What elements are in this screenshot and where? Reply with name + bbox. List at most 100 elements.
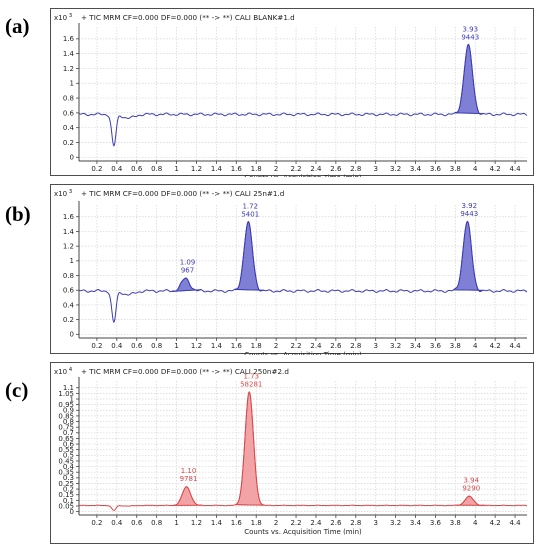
y-tick-label: 0.55 [58, 446, 74, 454]
y-tick-label: 0.05 [58, 502, 74, 510]
x-tick-label: 1.2 [191, 519, 202, 527]
y-tick-label: 1.2 [63, 65, 74, 73]
x-tick-label: 1.6 [231, 342, 243, 350]
x-tick-label: 1.4 [211, 342, 223, 350]
integrated-peak [235, 391, 265, 506]
x-tick-label: 0.6 [131, 519, 143, 527]
x-tick-label: 3 [373, 519, 377, 527]
x-tick-label: 4.4 [509, 519, 521, 527]
y-tick-label: 0.4 [63, 124, 75, 132]
x-tick-label: 1 [174, 342, 178, 350]
x-tick-label: 3 [373, 342, 377, 350]
y-tick-label: 0 [70, 331, 74, 339]
y-tick-label: 1.2 [63, 243, 74, 251]
x-tick-label: 3.4 [410, 165, 422, 173]
peak-rt-label: 3.94 [463, 476, 479, 484]
chromatogram-panel-a: + TIC MRM CF=0.000 DF=0.000 (** -> **) C… [50, 8, 534, 177]
x-tick-label: 1.4 [211, 165, 223, 173]
y-tick-label: 1.6 [63, 213, 75, 221]
y-tick-label: 0.6 [63, 109, 75, 117]
x-axis-label: Counts vs. Acquisition Time (min) [244, 174, 362, 177]
y-tick-label: 1.6 [63, 35, 75, 43]
x-tick-label: 3.2 [390, 342, 401, 350]
peak-area-label: 9290 [462, 484, 480, 492]
y-multiplier-label: x10 4 [54, 367, 73, 376]
x-tick-label: 3.6 [430, 519, 442, 527]
x-tick-label: 4.2 [490, 519, 501, 527]
integrated-peak [234, 221, 264, 292]
x-tick-label: 3.8 [450, 519, 461, 527]
x-tick-label: 0.8 [151, 342, 162, 350]
x-tick-label: 1 [174, 165, 178, 173]
y-tick-label: 0.2 [63, 139, 74, 147]
x-tick-label: 3.4 [410, 342, 422, 350]
chromatogram-trace [78, 43, 528, 147]
x-tick-label: 4.4 [509, 165, 521, 173]
x-tick-label: 0.2 [91, 342, 102, 350]
x-tick-label: 1.2 [191, 165, 202, 173]
y-tick-label: 0.8 [63, 272, 74, 280]
x-tick-label: 2 [274, 165, 278, 173]
integrated-peak [455, 495, 485, 506]
x-tick-label: 1.4 [211, 519, 223, 527]
x-tick-label: 2 [274, 519, 278, 527]
x-tick-label: 0.8 [151, 519, 162, 527]
integrated-peak [172, 486, 203, 506]
x-tick-label: 3.4 [410, 519, 422, 527]
peak-area-label: 58281 [240, 380, 262, 388]
chromatogram-panel-c: + TIC MRM CF=0.000 DF=0.000 (** -> **) C… [50, 362, 534, 544]
y-tick-label: 0.95 [58, 401, 74, 409]
chart-title: + TIC MRM CF=0.000 DF=0.000 (** -> **) C… [81, 189, 284, 198]
x-tick-label: 2.6 [330, 519, 342, 527]
chromatogram-panel-b: + TIC MRM CF=0.000 DF=0.000 (** -> **) C… [50, 184, 534, 355]
x-tick-label: 2.8 [350, 342, 361, 350]
x-tick-label: 3.8 [450, 342, 461, 350]
x-tick-label: 4 [473, 342, 478, 350]
chromatogram-a-svg: + TIC MRM CF=0.000 DF=0.000 (** -> **) C… [54, 13, 528, 177]
x-tick-label: 2.2 [290, 165, 301, 173]
panel-label-a: (a) [5, 14, 30, 38]
x-tick-label: 0.8 [151, 165, 162, 173]
x-tick-label: 0.4 [111, 519, 123, 527]
x-axis-label: Counts vs. Acquisition Time (min) [244, 528, 362, 536]
x-tick-label: 4.4 [509, 342, 521, 350]
chromatogram-c-svg: + TIC MRM CF=0.000 DF=0.000 (** -> **) C… [54, 367, 528, 536]
peak-area-label: 967 [181, 266, 194, 274]
peak-rt-label: 1.10 [181, 467, 197, 475]
y-tick-label: 0.7 [63, 429, 74, 437]
x-tick-label: 0.2 [91, 165, 102, 173]
chart-title: + TIC MRM CF=0.000 DF=0.000 (** -> **) C… [81, 367, 289, 376]
peak-area-label: 9443 [460, 210, 478, 218]
y-tick-label: 0.8 [63, 418, 74, 426]
x-axis-label: Counts vs. Acquisition Time (min) [244, 351, 362, 355]
peak-baseline [235, 504, 265, 506]
peak-rt-label: 1.73 [243, 372, 259, 380]
x-tick-label: 2.4 [310, 342, 322, 350]
y-tick-label: 0.85 [58, 412, 74, 420]
integrated-peak [452, 220, 483, 292]
y-tick-label: 1.1 [63, 384, 74, 392]
y-tick-label: 0.15 [58, 491, 74, 499]
y-tick-label: 1 [70, 80, 74, 88]
y-tick-label: 1 [70, 257, 74, 265]
x-tick-label: 1 [174, 519, 178, 527]
y-tick-label: 0.2 [63, 316, 74, 324]
x-tick-label: 2.2 [290, 342, 301, 350]
x-tick-label: 2.6 [330, 342, 342, 350]
y-tick-label: 1 [70, 395, 74, 403]
y-tick-label: 0 [70, 508, 74, 516]
y-tick-label: 1.05 [58, 390, 74, 398]
y-tick-label: 1.4 [63, 228, 75, 236]
x-tick-label: 1.8 [251, 519, 262, 527]
y-tick-label: 0.65 [58, 435, 74, 443]
y-tick-label: 0.75 [58, 424, 74, 432]
x-tick-label: 4.2 [490, 342, 501, 350]
chromatogram-b-svg: + TIC MRM CF=0.000 DF=0.000 (** -> **) C… [54, 189, 528, 355]
y-tick-label: 0.6 [63, 287, 75, 295]
x-tick-label: 1.6 [231, 165, 243, 173]
x-tick-label: 0.4 [111, 165, 123, 173]
x-tick-label: 2.8 [350, 165, 361, 173]
peak-area-label: 9781 [180, 475, 198, 483]
x-tick-label: 1.8 [251, 165, 262, 173]
x-tick-label: 4 [473, 519, 478, 527]
